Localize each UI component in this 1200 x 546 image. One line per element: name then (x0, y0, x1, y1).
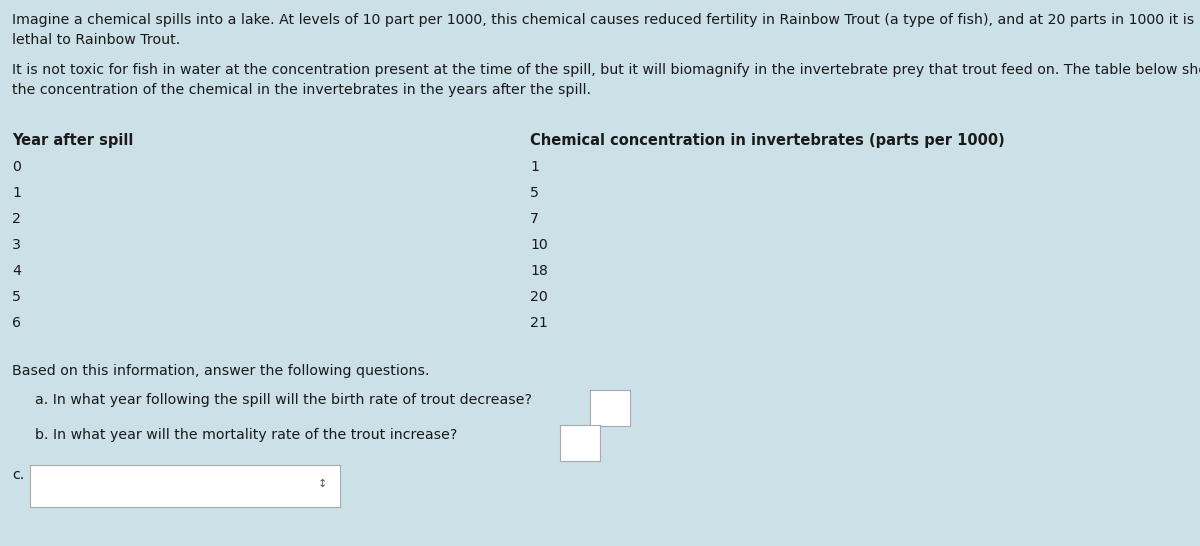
Text: 21: 21 (530, 316, 547, 330)
Text: lethal to Rainbow Trout.: lethal to Rainbow Trout. (12, 33, 180, 47)
Text: 18: 18 (530, 264, 547, 278)
Text: 3: 3 (12, 238, 22, 252)
Text: c.: c. (12, 468, 24, 482)
Text: 5: 5 (12, 290, 22, 304)
Text: Based on this information, answer the following questions.: Based on this information, answer the fo… (12, 364, 430, 378)
Text: 1: 1 (12, 186, 20, 200)
Text: 4: 4 (12, 264, 22, 278)
Text: the concentration of the chemical in the invertebrates in the years after the sp: the concentration of the chemical in the… (12, 83, 592, 97)
Text: 1: 1 (530, 160, 539, 174)
Text: 20: 20 (530, 290, 547, 304)
Text: 10: 10 (530, 238, 547, 252)
Text: It is not toxic for fish in water at the concentration present at the time of th: It is not toxic for fish in water at the… (12, 63, 1200, 77)
Text: a. In what year following the spill will the birth rate of trout decrease?: a. In what year following the spill will… (35, 393, 532, 407)
Text: b. In what year will the mortality rate of the trout increase?: b. In what year will the mortality rate … (35, 428, 457, 442)
Text: 2: 2 (12, 212, 20, 226)
Text: Imagine a chemical spills into a lake. At levels of 10 part per 1000, this chemi: Imagine a chemical spills into a lake. A… (12, 13, 1194, 27)
Text: Chemical concentration in invertebrates (parts per 1000): Chemical concentration in invertebrates … (530, 133, 1004, 148)
Text: 6: 6 (12, 316, 22, 330)
Text: 7: 7 (530, 212, 539, 226)
Text: 0: 0 (12, 160, 20, 174)
Text: ↕: ↕ (317, 479, 326, 489)
Text: 5: 5 (530, 186, 539, 200)
Text: Year after spill: Year after spill (12, 133, 133, 148)
